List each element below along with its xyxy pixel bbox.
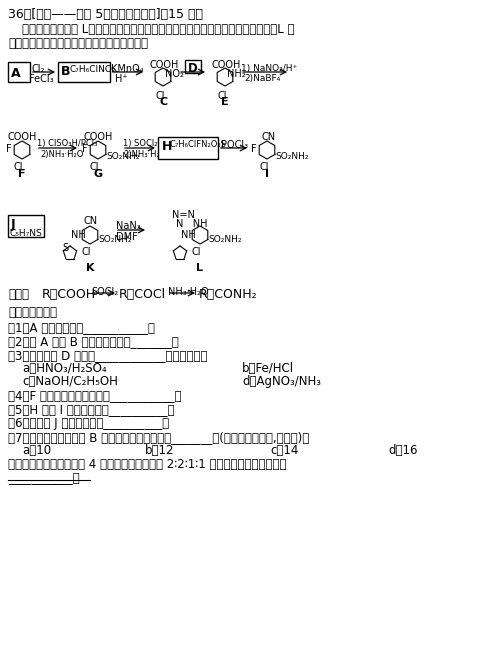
Text: 一种合成路线如下（部分试剂和条件略去）。: 一种合成路线如下（部分试剂和条件略去）。 (8, 37, 148, 50)
Text: D: D (188, 62, 198, 75)
Text: （3）反应条件 D 应选择____________（填标号）。: （3）反应条件 D 应选择____________（填标号）。 (8, 349, 207, 362)
Bar (8, 215, 44, 237)
Text: R－COCl: R－COCl (119, 288, 166, 301)
Text: COOH: COOH (8, 132, 37, 142)
Text: SO₂NH₂: SO₂NH₂ (98, 235, 132, 244)
Text: R－COOH: R－COOH (42, 288, 96, 301)
Text: L: L (196, 263, 203, 273)
Text: G: G (94, 169, 103, 179)
Text: ___________。: ___________。 (8, 472, 80, 485)
Text: R－CONH₂: R－CONH₂ (199, 288, 258, 301)
Text: C₇H₆ClNO₂: C₇H₆ClNO₂ (70, 65, 117, 74)
Text: NH: NH (71, 230, 86, 240)
Text: C₅H₇NS: C₅H₇NS (9, 229, 42, 238)
Text: 1) ClSO₃H/PCl₃: 1) ClSO₃H/PCl₃ (37, 139, 97, 148)
Text: NH₂: NH₂ (227, 69, 246, 79)
Text: c．NaOH/C₂H₅OH: c．NaOH/C₂H₅OH (22, 375, 118, 388)
Text: FeCl₃: FeCl₃ (29, 74, 54, 84)
Text: （2）由 A 生成 B 的化学方程式为_______。: （2）由 A 生成 B 的化学方程式为_______。 (8, 335, 179, 348)
Text: b．12: b．12 (145, 444, 175, 457)
Text: 36．[化学——选修 5：有机化学基础]（15 分）: 36．[化学——选修 5：有机化学基础]（15 分） (8, 8, 203, 21)
Text: I: I (265, 169, 269, 179)
Text: H: H (162, 140, 172, 153)
Text: F: F (251, 144, 257, 154)
Text: C: C (159, 97, 167, 107)
Text: （7）具有相同官能团的 B 的芳香同分异构体还有_______种(不考虑立体异构,填标号)。: （7）具有相同官能团的 B 的芳香同分异构体还有_______种(不考虑立体异构… (8, 431, 309, 444)
Text: 阿佐塞米（化合物 L）是一种可用于治疗心脏、肝脏和肾脏病引起的水肿的药物。L 的: 阿佐塞米（化合物 L）是一种可用于治疗心脏、肝脏和肾脏病引起的水肿的药物。L 的 (22, 23, 295, 36)
Text: （1）A 的化学名称是___________。: （1）A 的化学名称是___________。 (8, 321, 155, 334)
Text: NH: NH (181, 230, 196, 240)
Text: K: K (86, 263, 95, 273)
Text: NO₂: NO₂ (165, 69, 184, 79)
Text: N=N: N=N (172, 210, 195, 220)
Text: CN: CN (261, 132, 275, 142)
Text: Cl: Cl (90, 162, 99, 172)
Text: C₇H₆ClFN₂O₃S: C₇H₆ClFN₂O₃S (170, 140, 227, 149)
Bar (58, 62, 110, 82)
Text: Cl₂: Cl₂ (31, 64, 44, 74)
Text: F: F (82, 144, 88, 154)
Text: （5）H 生成 I 的反应类型为__________。: （5）H 生成 I 的反应类型为__________。 (8, 403, 175, 416)
Text: B: B (61, 65, 71, 78)
Text: 1) SOCl₂: 1) SOCl₂ (123, 139, 157, 148)
Text: a．10: a．10 (22, 444, 51, 457)
Text: Cl: Cl (217, 91, 227, 101)
Text: H⁺: H⁺ (115, 74, 128, 84)
Text: SO₂NH₂: SO₂NH₂ (275, 152, 309, 161)
Text: POCl₃: POCl₃ (221, 140, 248, 150)
Text: CN: CN (84, 216, 98, 226)
Text: d．AgNO₃/NH₃: d．AgNO₃/NH₃ (242, 375, 321, 388)
Text: c．14: c．14 (270, 444, 299, 457)
Text: b．Fe/HCl: b．Fe/HCl (242, 362, 294, 375)
Text: SO₂NH₂: SO₂NH₂ (208, 235, 241, 244)
Text: （6）化合物 J 的结构简式为__________。: （6）化合物 J 的结构简式为__________。 (8, 417, 169, 430)
Text: NH₃·H₂O: NH₃·H₂O (168, 287, 209, 297)
Bar (185, 60, 201, 73)
Text: S: S (62, 243, 68, 253)
Text: 已知：: 已知： (8, 288, 29, 301)
Text: KMnO₄: KMnO₄ (111, 64, 144, 74)
Text: COOH: COOH (84, 132, 113, 142)
Bar (158, 137, 218, 159)
Text: Cl: Cl (259, 162, 268, 172)
Text: （4）F 中含氧官能团的名称是___________。: （4）F 中含氧官能团的名称是___________。 (8, 389, 181, 402)
Text: N   NH: N NH (176, 219, 207, 229)
Text: COOH: COOH (211, 60, 240, 70)
Text: 2)NaBF₄: 2)NaBF₄ (244, 74, 280, 83)
Text: Cl: Cl (155, 91, 165, 101)
Text: J: J (11, 218, 16, 231)
Text: NaN₃: NaN₃ (116, 221, 141, 231)
Bar (8, 62, 30, 82)
Text: 2)NH₃·H₂O: 2)NH₃·H₂O (123, 150, 167, 159)
Text: d．16: d．16 (388, 444, 418, 457)
Text: 1) NaNO₂/H⁺: 1) NaNO₂/H⁺ (241, 64, 297, 73)
Text: SO₂NH₂: SO₂NH₂ (106, 152, 140, 161)
Text: COOH: COOH (149, 60, 179, 70)
Text: Cl: Cl (14, 162, 24, 172)
Text: DMF: DMF (116, 232, 138, 242)
Text: Cl: Cl (82, 247, 92, 257)
Text: SOCl₂: SOCl₂ (91, 287, 118, 297)
Text: E: E (221, 97, 228, 107)
Text: F: F (18, 169, 25, 179)
Text: 回答下列问题：: 回答下列问题： (8, 306, 57, 319)
Text: a．HNO₃/H₂SO₄: a．HNO₃/H₂SO₄ (22, 362, 107, 375)
Text: 2)NH₃·H₂O: 2)NH₃·H₂O (40, 150, 84, 159)
Text: Cl: Cl (192, 247, 202, 257)
Text: A: A (11, 67, 21, 80)
Text: F: F (6, 144, 12, 154)
Text: 其中，核磁共振氢谱显示 4 组峰，且峰面积比为 2∶2∶1∶1 的同分异构体结构简式为: 其中，核磁共振氢谱显示 4 组峰，且峰面积比为 2∶2∶1∶1 的同分异构体结构… (8, 458, 287, 471)
